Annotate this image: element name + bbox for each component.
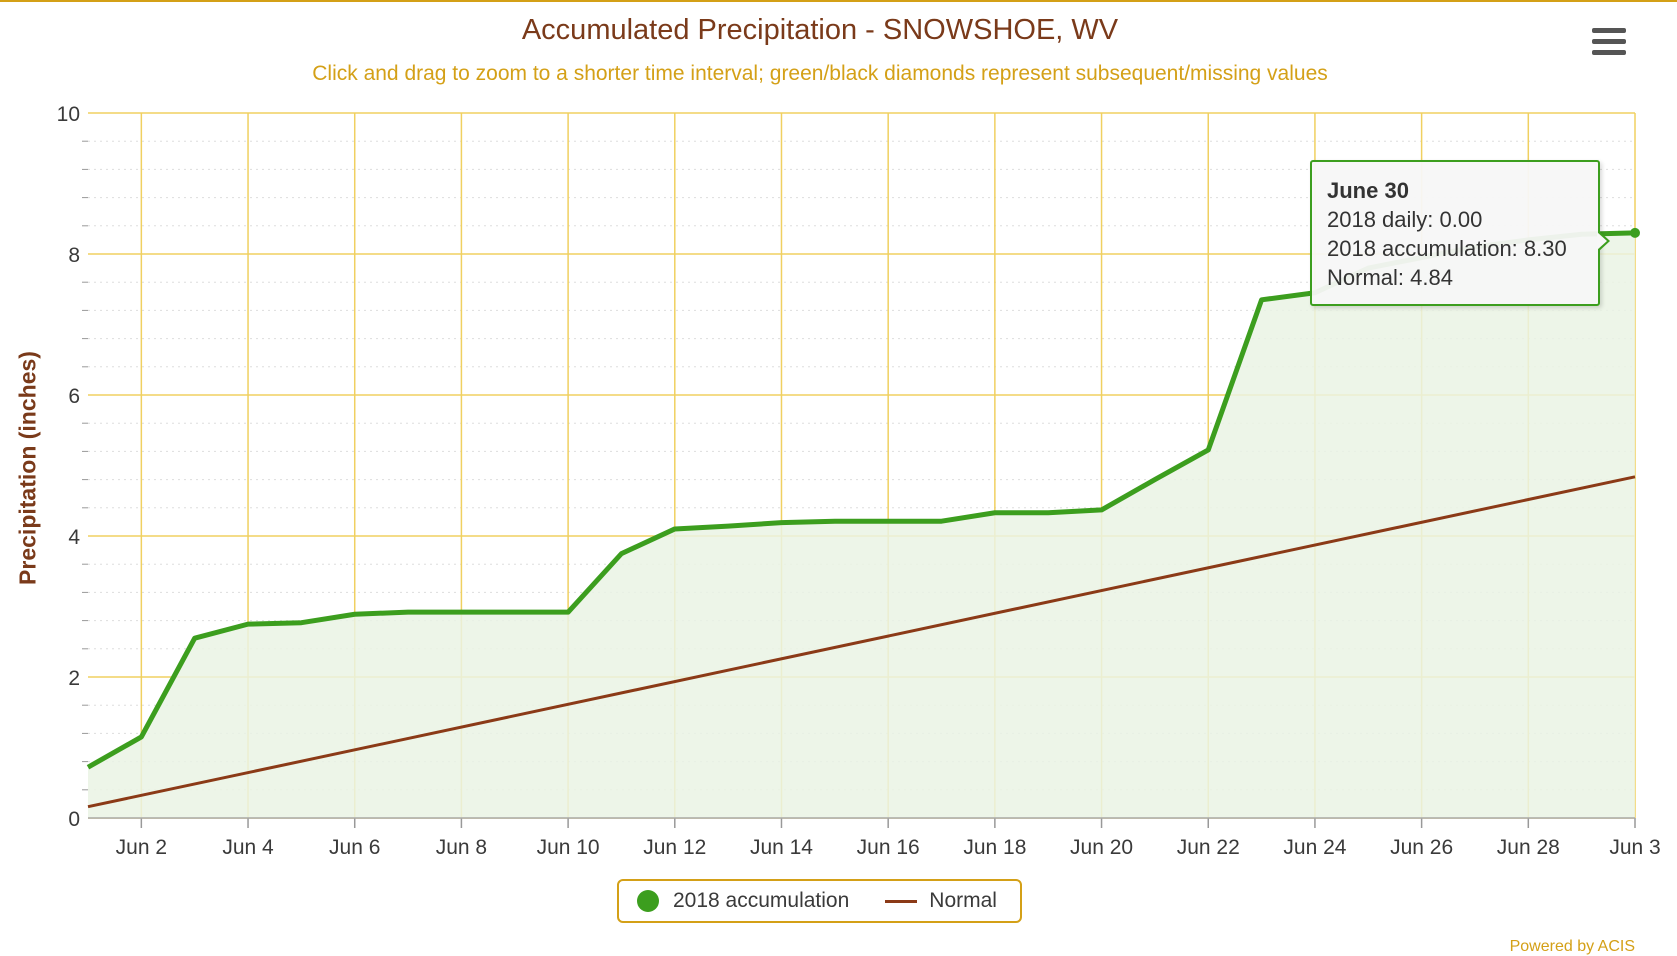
accumulation-point [672,526,678,532]
y-tick-label: 0 [68,808,80,831]
accumulation-point [192,635,198,641]
tooltip-daily: 2018 daily: 0.00 [1327,207,1483,232]
chart-subtitle: Click and drag to zoom to a shorter time… [312,62,1328,85]
legend: 2018 accumulation Normal [617,879,1022,923]
accumulation-area [88,232,1635,819]
x-tick-label: Jun 22 [1177,836,1240,859]
x-tick-label: Jun 8 [436,836,487,859]
x-tick-label: Jun 26 [1390,836,1453,859]
x-tick-label: Jun 6 [329,836,380,859]
normal-series-line [87,475,1636,809]
x-tick-label: Jun 10 [537,836,600,859]
chart-title: Accumulated Precipitation - SNOWSHOE, WV [521,14,1119,46]
accumulation-point [405,609,411,615]
accumulation-point [138,734,144,740]
x-tick-label: Jun 3 [1609,836,1660,859]
top-border [0,0,1677,2]
hamburger-menu-icon[interactable] [1592,28,1626,56]
accumulation-point [992,510,998,516]
hover-point [1630,227,1640,238]
y-tick-label: 10 [57,103,80,126]
accumulation-point [298,620,304,626]
accumulation-point [352,611,358,617]
credit-link[interactable]: Powered by ACIS [1509,938,1635,955]
x-tick-label: Jun 16 [857,836,920,859]
tooltip-title: June 30 [1327,178,1409,203]
x-tick-label: Jun 4 [222,836,274,859]
legend-marker-accumulation [637,890,659,912]
x-tick-label: Jun 20 [1070,836,1133,859]
accumulation-point [885,518,891,524]
accumulation-point [939,518,945,524]
x-tick-label: Jun 12 [643,836,706,859]
tooltip-normal: Normal: 4.84 [1327,265,1453,290]
legend-label-normal: Normal [929,889,997,912]
accumulation-point [1259,297,1265,303]
y-tick-label: 4 [68,526,80,549]
y-tick-label: 2 [68,667,80,690]
x-tick-label: Jun 18 [963,836,1026,859]
accumulation-point [618,551,624,557]
x-tick-label: Jun 28 [1497,836,1560,859]
accumulation-point [245,621,251,627]
accumulation-point [832,518,838,524]
tooltip: June 30 2018 daily: 0.00 2018 accumulati… [1310,160,1610,306]
legend-marker-normal [885,899,918,903]
accumulation-point [565,609,571,615]
accumulation-point [1152,477,1158,483]
x-tick-label: Jun 2 [116,836,167,859]
accumulation-point [512,609,518,615]
accumulation-point [725,523,731,529]
x-tick-label: Jun 14 [750,836,813,859]
accumulation-point [778,520,784,526]
x-tick-label: Jun 24 [1283,836,1346,859]
accumulation-point [1205,447,1211,453]
legend-item-accumulation[interactable]: 2018 accumulation [619,889,849,913]
legend-item-normal[interactable]: Normal [849,889,997,913]
accumulation-point [458,609,464,615]
y-tick-label: 6 [68,385,80,408]
legend-label-accumulation: 2018 accumulation [673,889,850,912]
tooltip-accumulation: 2018 accumulation: 8.30 [1327,236,1567,261]
accumulation-point [1045,510,1051,516]
accumulation-point [1099,507,1105,513]
y-tick-label: 8 [68,244,80,267]
accumulation-point [85,764,91,770]
